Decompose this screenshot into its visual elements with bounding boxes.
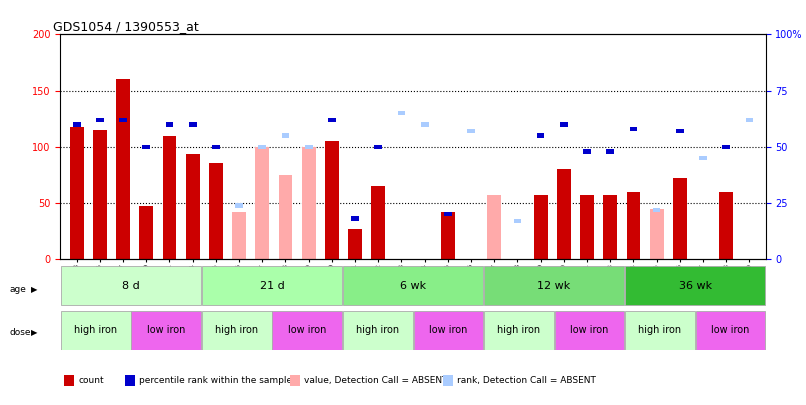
Text: low iron: low iron: [147, 325, 185, 335]
Bar: [348, 229, 362, 259]
Bar: [281, 133, 289, 138]
Text: high iron: high iron: [356, 325, 400, 335]
Text: high iron: high iron: [215, 325, 259, 335]
Text: low iron: low iron: [288, 325, 326, 335]
Bar: [163, 136, 177, 259]
Text: 6 wk: 6 wk: [400, 281, 426, 290]
Bar: [209, 162, 222, 259]
Bar: [119, 117, 127, 122]
Bar: [61, 266, 201, 305]
Bar: [484, 266, 624, 305]
Bar: [413, 311, 483, 350]
Bar: [96, 117, 104, 122]
Bar: [444, 212, 451, 217]
Bar: [629, 127, 638, 131]
Bar: [351, 217, 359, 221]
Text: 12 wk: 12 wk: [538, 281, 571, 290]
Text: low iron: low iron: [711, 325, 750, 335]
Text: 21 d: 21 d: [260, 281, 285, 290]
Bar: [397, 111, 405, 115]
Bar: [584, 149, 591, 153]
Bar: [235, 203, 243, 207]
Bar: [719, 192, 733, 259]
Bar: [232, 212, 246, 259]
Bar: [272, 311, 342, 350]
Bar: [143, 145, 150, 149]
Bar: [746, 117, 754, 122]
Bar: [625, 266, 765, 305]
Bar: [606, 149, 614, 153]
Text: age: age: [10, 285, 27, 294]
Bar: [700, 156, 707, 160]
Bar: [513, 219, 521, 223]
Text: dose: dose: [10, 328, 31, 337]
Bar: [604, 195, 617, 259]
Bar: [557, 169, 571, 259]
Bar: [534, 195, 547, 259]
Bar: [202, 311, 272, 350]
Bar: [301, 147, 316, 259]
Text: high iron: high iron: [497, 325, 541, 335]
Bar: [185, 153, 200, 259]
Bar: [372, 186, 385, 259]
Bar: [256, 147, 269, 259]
Text: ▶: ▶: [31, 285, 37, 294]
Bar: [343, 266, 483, 305]
Bar: [580, 195, 594, 259]
Bar: [537, 133, 545, 138]
Bar: [131, 311, 201, 350]
Bar: [467, 129, 475, 133]
Bar: [555, 311, 624, 350]
Bar: [202, 266, 342, 305]
Text: low iron: low iron: [570, 325, 609, 335]
Bar: [343, 311, 413, 350]
Bar: [212, 145, 220, 149]
Bar: [421, 122, 429, 127]
Text: value, Detection Call = ABSENT: value, Detection Call = ABSENT: [304, 376, 447, 385]
Text: low iron: low iron: [429, 325, 467, 335]
Bar: [626, 192, 641, 259]
Bar: [560, 122, 567, 127]
Bar: [116, 79, 130, 259]
Bar: [722, 145, 730, 149]
Bar: [484, 311, 554, 350]
Text: GDS1054 / 1390553_at: GDS1054 / 1390553_at: [53, 20, 199, 33]
Text: 36 wk: 36 wk: [679, 281, 712, 290]
Bar: [375, 145, 382, 149]
Bar: [441, 212, 455, 259]
Bar: [61, 311, 131, 350]
Bar: [625, 311, 695, 350]
Bar: [166, 122, 173, 127]
Text: percentile rank within the sample: percentile rank within the sample: [139, 376, 292, 385]
Text: high iron: high iron: [638, 325, 682, 335]
Bar: [650, 209, 663, 259]
Bar: [305, 145, 313, 149]
Bar: [93, 130, 107, 259]
Text: 8 d: 8 d: [122, 281, 140, 290]
Bar: [189, 122, 197, 127]
Text: ▶: ▶: [31, 328, 37, 337]
Text: rank, Detection Call = ABSENT: rank, Detection Call = ABSENT: [457, 376, 596, 385]
Bar: [676, 129, 683, 133]
Bar: [73, 122, 81, 127]
Text: high iron: high iron: [74, 325, 118, 335]
Bar: [259, 145, 266, 149]
Bar: [696, 311, 765, 350]
Bar: [139, 207, 153, 259]
Bar: [488, 195, 501, 259]
Bar: [279, 175, 293, 259]
Bar: [673, 178, 687, 259]
Text: count: count: [78, 376, 104, 385]
Bar: [328, 117, 336, 122]
Bar: [653, 207, 660, 212]
Bar: [70, 127, 84, 259]
Bar: [325, 141, 339, 259]
